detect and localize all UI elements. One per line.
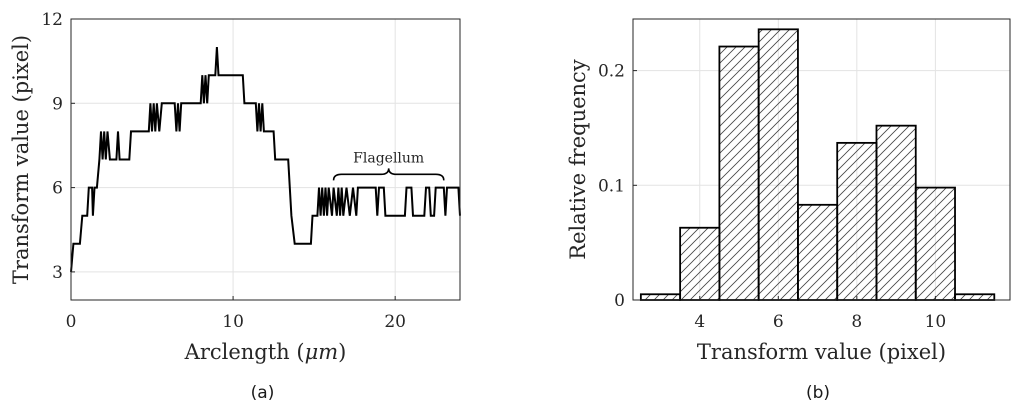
panel-b-histogram: 4 6 8 10 0 0.1 0.2 Transform value (pixel) Re… — [566, 18, 1011, 403]
panel-a-caption: (a) — [251, 383, 275, 403]
transform-value-line — [70, 47, 461, 272]
panel-a-y-ticks: 3 6 9 12 — [41, 10, 75, 283]
panel-b-y-axis-label: Relative frequency — [566, 59, 590, 260]
panel-b-plot-frame — [632, 18, 1011, 301]
panel-a-y-axis-label: Transform value (pixel) — [9, 35, 33, 284]
flagellum-label: Flagellum — [353, 150, 424, 166]
panel-b-x-axis-label: Transform value (pixel) — [697, 340, 946, 364]
panel-a-x-ticks: 0 10 20 — [66, 296, 406, 332]
panel-b-y-ticks: 0 0.1 0.2 — [598, 62, 637, 311]
panel-a-x-tick-label: 10 — [222, 312, 244, 332]
histogram-bar — [836, 141, 878, 301]
histogram-bar — [875, 124, 917, 301]
panel-b-x-tick-label: 10 — [925, 312, 947, 332]
histogram-bar — [914, 186, 956, 301]
panel-a-y-tick-label: 3 — [52, 263, 63, 283]
panel-a-x-tick-label: 0 — [66, 312, 77, 332]
histogram-bar — [757, 28, 799, 301]
flagellum-annotation: Flagellum — [332, 150, 445, 181]
panel-a-x-label-unit: μm — [305, 340, 339, 364]
panel-a-y-tick-label: 12 — [41, 10, 63, 30]
flagellum-brace — [332, 168, 445, 181]
panel-a-x-axis-label: Arclength (μm) — [184, 340, 347, 364]
panel-b-caption: (b) — [806, 383, 830, 403]
panel-a-y-tick-label: 6 — [52, 179, 63, 199]
panel-a-x-tick-label: 20 — [384, 312, 406, 332]
panel-b-x-ticks: 4 6 8 10 — [694, 296, 946, 332]
panel-a-x-label-text: Arclength ( — [184, 340, 305, 364]
panel-b-x-tick-label: 6 — [773, 312, 784, 332]
panel-a-y-tick-label: 9 — [52, 94, 63, 114]
panel-a-x-label-paren: ) — [338, 340, 346, 364]
histogram-bar — [639, 293, 682, 301]
histogram-bar — [679, 226, 721, 301]
histogram-bar — [718, 45, 760, 301]
panel-b-y-tick-label: 0 — [614, 291, 625, 311]
panel-b-y-tick-label: 0.2 — [598, 62, 625, 82]
panel-a-plot-frame — [70, 18, 461, 301]
panel-b-x-tick-label: 8 — [851, 312, 862, 332]
panel-b-y-tick-label: 0.1 — [598, 176, 625, 196]
panel-b-bars — [639, 28, 996, 301]
histogram-bar — [797, 203, 839, 301]
panel-b-x-tick-label: 4 — [694, 312, 705, 332]
panel-a-line-chart: Flagellum 0 10 20 3 6 9 12 Arclength (μm) Tra… — [9, 10, 461, 403]
histogram-bar — [954, 293, 996, 301]
